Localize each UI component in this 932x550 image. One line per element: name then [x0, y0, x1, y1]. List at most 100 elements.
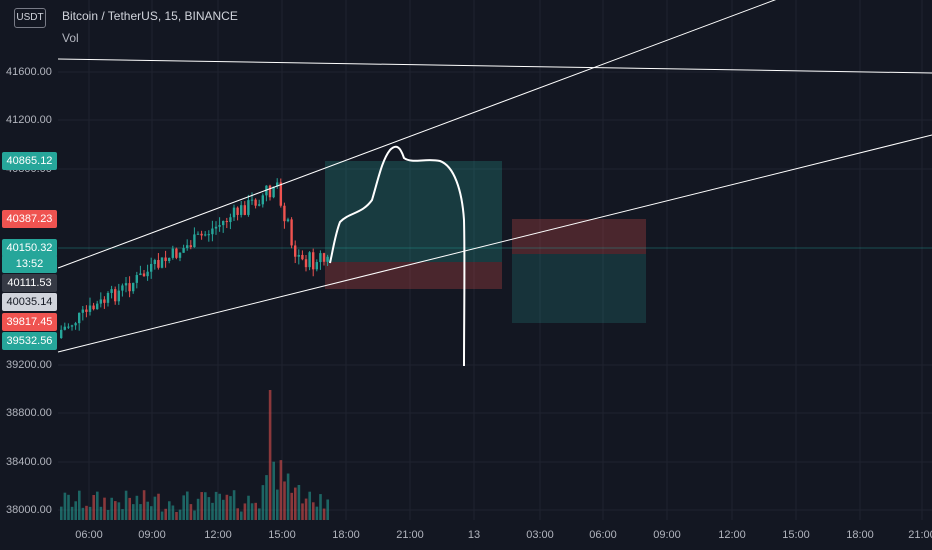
time-tick: 18:00: [846, 529, 874, 541]
volume-bar: [258, 508, 261, 520]
volume-bar: [268, 390, 272, 520]
bar-countdown-badge: 13:52: [2, 255, 57, 273]
volume-bar: [171, 505, 175, 520]
volume-bar: [207, 497, 211, 520]
candle-body: [189, 245, 192, 248]
price-tick: 38400.00: [6, 456, 52, 468]
long-position-profit-zone[interactable]: [325, 161, 502, 262]
time-tick: 15:00: [782, 529, 810, 541]
volume-bar: [250, 503, 254, 520]
volume-bar: [326, 499, 329, 520]
candle-body: [70, 325, 74, 327]
volume-bar: [214, 491, 218, 520]
candle-body: [272, 186, 275, 198]
short-stop-price-badge: 40387.23: [2, 210, 57, 228]
price-tick: 41600.00: [6, 66, 52, 78]
candle-body: [153, 259, 156, 265]
candle-body: [236, 207, 239, 215]
volume-bar: [70, 506, 74, 520]
volume-bar: [312, 502, 315, 520]
candle-body: [146, 271, 149, 277]
volume-bar: [304, 498, 308, 520]
short-target-price-badge: 39532.56: [2, 332, 57, 350]
volume-bar: [88, 506, 92, 520]
chart-grid: [58, 0, 932, 520]
candle-body: [60, 329, 63, 338]
volume-bar: [301, 503, 304, 520]
volume-bar: [243, 503, 247, 520]
volume-bar: [189, 504, 193, 520]
volume-bar: [232, 490, 236, 520]
position-boxes[interactable]: [58, 161, 932, 323]
volume-indicator-label[interactable]: Vol: [62, 31, 79, 45]
candle-body: [171, 248, 174, 258]
candle-body: [186, 245, 189, 249]
candle-body: [240, 205, 243, 215]
short-position-loss-zone[interactable]: [512, 219, 646, 254]
candle-body: [103, 299, 106, 303]
volume-bar: [193, 510, 196, 520]
time-tick: 12:00: [204, 529, 232, 541]
candle-body: [254, 199, 257, 206]
volume-bar: [297, 484, 301, 520]
time-tick: 18:00: [332, 529, 360, 541]
take-profit-price-badge: 40865.12: [2, 152, 57, 170]
candle-body: [178, 252, 182, 258]
candle-body: [290, 219, 293, 246]
volume-bar: [196, 498, 200, 520]
short-position-profit-zone[interactable]: [512, 254, 646, 323]
candle-body: [283, 205, 286, 222]
candle-body: [160, 257, 164, 268]
volume-bar: [272, 461, 275, 520]
volume-bar: [135, 495, 139, 520]
volume-bars: [60, 390, 329, 520]
volume-bar: [236, 508, 239, 520]
candle-body: [258, 204, 261, 206]
candle-body: [121, 285, 124, 291]
volume-bar: [146, 501, 149, 520]
candle-body: [92, 305, 95, 310]
volume-bar: [200, 492, 203, 520]
candle-body: [175, 248, 178, 258]
volume-bar: [240, 511, 243, 520]
freehand-projection-path[interactable]: [329, 145, 466, 367]
volume-bar: [128, 497, 131, 520]
trendline-upper-channel[interactable]: [57, 0, 780, 269]
volume-bar: [157, 493, 160, 520]
volume-bar: [117, 502, 121, 520]
volume-bar: [121, 509, 124, 520]
drawing-tools[interactable]: [57, 0, 932, 367]
candle-body: [297, 254, 300, 257]
candle-body: [301, 254, 304, 260]
candle-body: [99, 299, 102, 304]
volume-bar: [225, 494, 229, 520]
candle-body: [268, 185, 272, 198]
symbol-title: Bitcoin / TetherUS, 15, BINANCE: [62, 9, 238, 23]
time-tick: 09:00: [653, 529, 681, 541]
candle-body: [132, 282, 135, 292]
candle-body: [322, 253, 326, 262]
time-tick: 06:00: [589, 529, 617, 541]
volume-bar: [63, 492, 67, 520]
stop-loss-price-badge: 39817.45: [2, 313, 57, 331]
volume-bar: [114, 501, 117, 520]
candle-body: [204, 234, 207, 236]
volume-bar: [150, 506, 153, 520]
candle-body: [319, 253, 322, 263]
trendline-lower-channel[interactable]: [57, 134, 932, 353]
candle-body: [279, 182, 282, 206]
time-tick: 12:00: [718, 529, 746, 541]
candle-body: [222, 221, 225, 226]
time-tick: 06:00: [75, 529, 103, 541]
time-tick: 03:00: [526, 529, 554, 541]
volume-bar: [294, 487, 297, 520]
candle-body: [232, 207, 236, 218]
time-tick: 13: [467, 529, 481, 541]
trendline-horizontal[interactable]: [57, 58, 932, 74]
long-position-loss-zone[interactable]: [325, 262, 502, 289]
candle-body: [168, 257, 171, 261]
candle-body: [207, 234, 210, 236]
candle-body: [214, 226, 218, 229]
currency-selector[interactable]: USDT: [14, 8, 46, 28]
